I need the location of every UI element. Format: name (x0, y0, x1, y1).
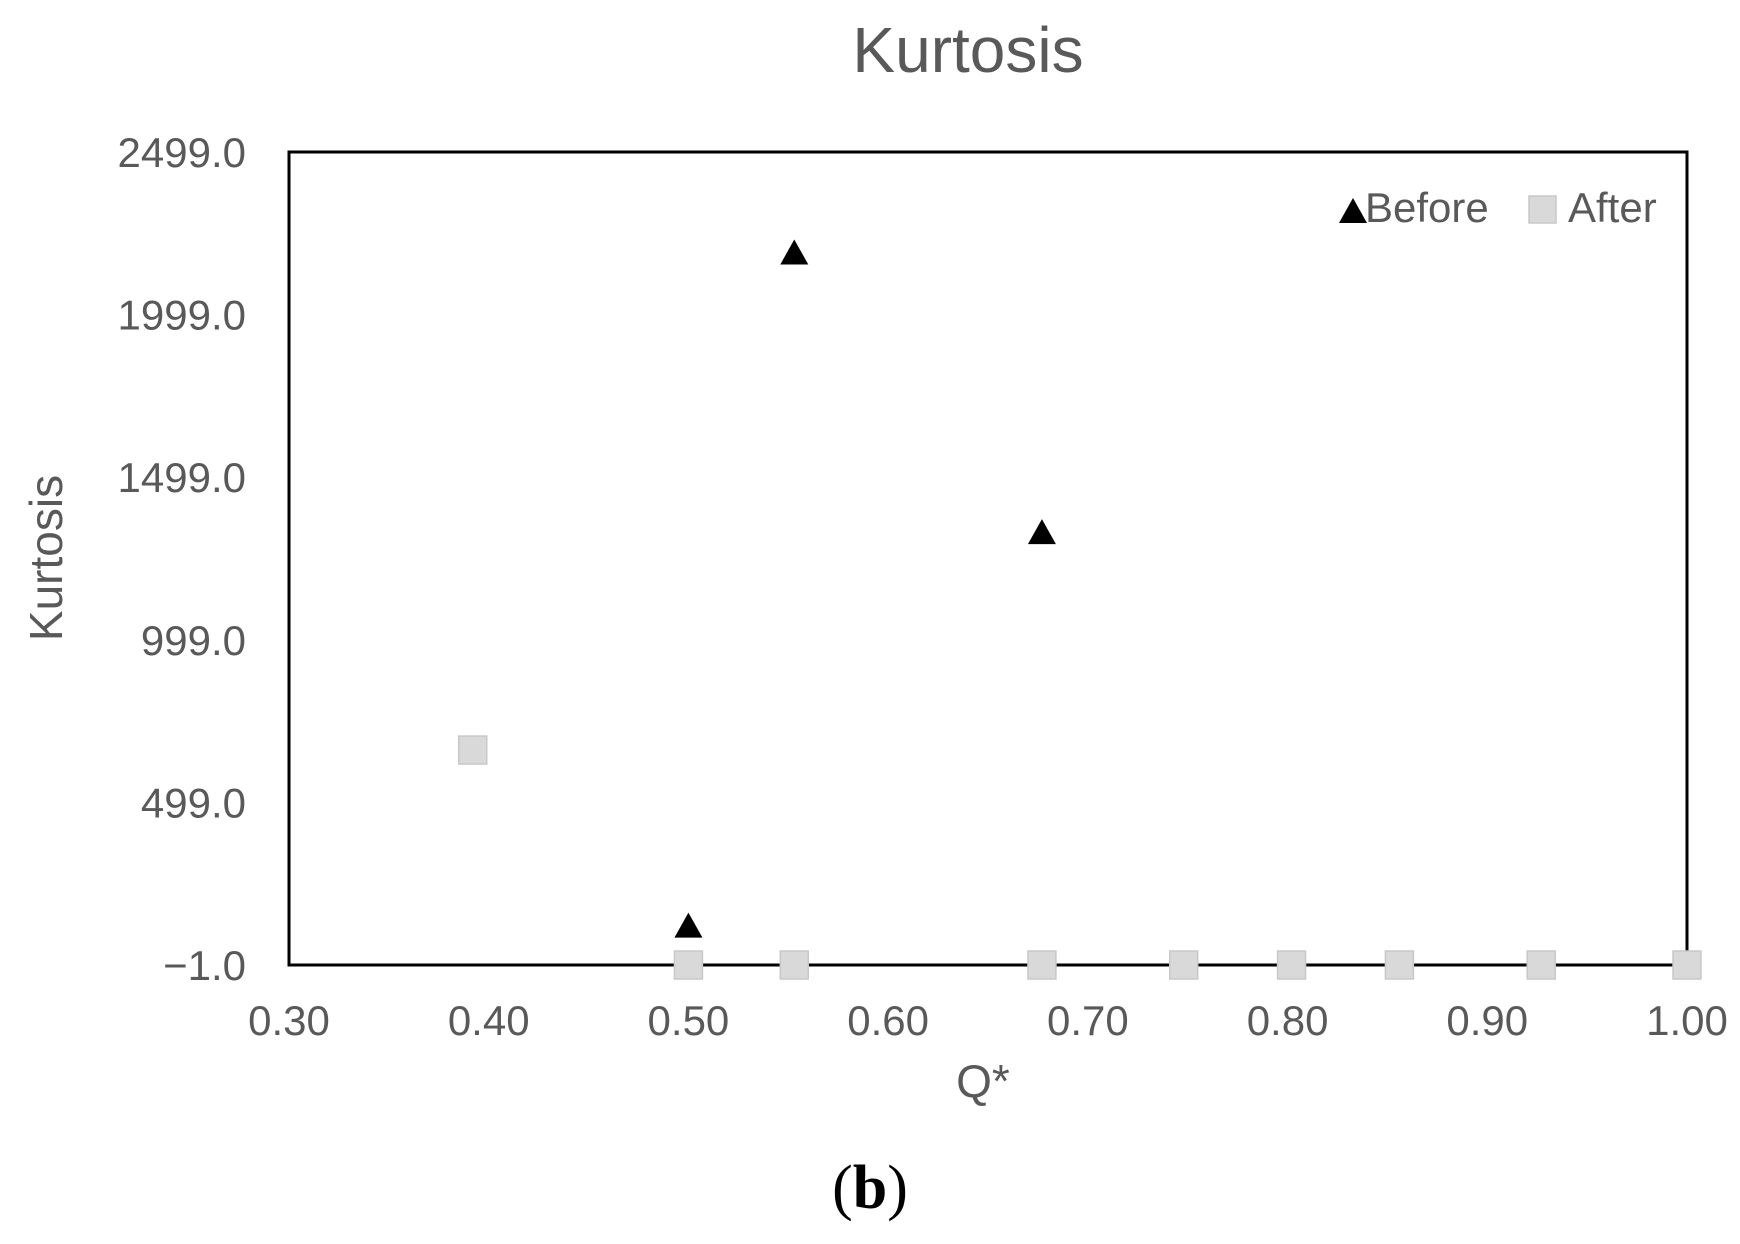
legend-label-after: After (1568, 184, 1657, 231)
after-point (1276, 950, 1307, 980)
y-tick-label: 499.0 (141, 779, 246, 826)
y-axis-ticks: −1.0 499.0 999.0 1499.0 1999.0 2499.0 (118, 129, 246, 989)
figure-caption: (b) (832, 1154, 908, 1222)
x-tick-label: 1.00 (1646, 997, 1728, 1044)
x-tick-label: 0.80 (1247, 997, 1329, 1044)
after-point (1027, 950, 1057, 980)
after-point (673, 950, 704, 980)
x-tick-label: 0.60 (847, 997, 929, 1044)
before-point (780, 239, 809, 265)
caption-letter: b (853, 1154, 887, 1222)
caption-open-paren: ( (832, 1154, 853, 1222)
before-point (674, 912, 703, 938)
caption-close-paren: ) (887, 1154, 908, 1222)
data-points (457, 239, 1702, 980)
legend-label-before: Before (1365, 184, 1489, 231)
before-point (1027, 519, 1056, 545)
x-axis-ticks: 0.30 0.40 0.50 0.60 0.70 0.80 0.90 1.00 (248, 997, 1728, 1044)
after-point (1526, 950, 1556, 980)
legend-marker-after (1528, 195, 1557, 224)
after-point (1168, 950, 1199, 980)
plot-area (287, 150, 1689, 967)
y-tick-label: 1999.0 (118, 292, 246, 339)
y-tick-label: 1499.0 (118, 454, 246, 501)
x-tick-label: 0.30 (248, 997, 330, 1044)
chart-title: Kurtosis (852, 14, 1083, 86)
legend: Before After (1339, 184, 1657, 231)
after-point (779, 950, 810, 980)
after-point (1672, 950, 1702, 980)
x-axis-label: Q* (956, 1055, 1010, 1107)
x-tick-label: 0.50 (648, 997, 730, 1044)
y-tick-label: 2499.0 (118, 129, 246, 176)
x-tick-label: 0.70 (1047, 997, 1129, 1044)
legend-marker-before (1339, 198, 1367, 223)
y-axis-label: Kurtosis (20, 475, 72, 641)
y-tick-label: −1.0 (163, 942, 246, 989)
y-tick-label: 999.0 (141, 617, 246, 664)
after-point (1384, 950, 1415, 980)
after-point (457, 735, 488, 765)
x-tick-label: 0.90 (1446, 997, 1528, 1044)
x-tick-label: 0.40 (448, 997, 530, 1044)
